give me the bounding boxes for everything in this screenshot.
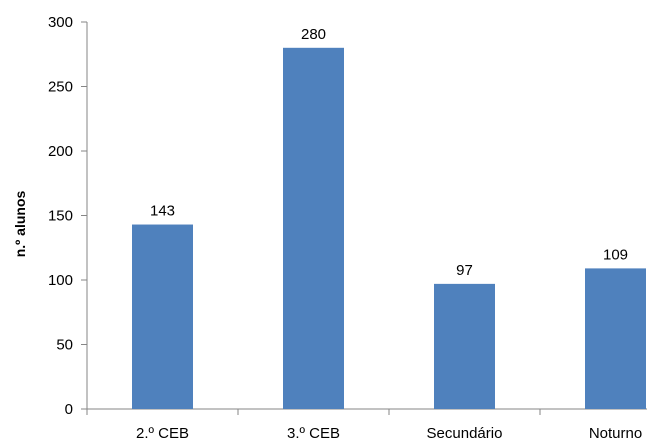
- y-tick-label: 300: [48, 14, 73, 31]
- x-tick-label: Noturno: [589, 425, 642, 442]
- bar-value-label: 109: [603, 246, 628, 263]
- x-tick-label: Secundário: [427, 425, 503, 442]
- data-labels-group: 143 280 97 109: [150, 26, 628, 279]
- bar: [434, 283, 495, 409]
- y-axis-title: n.º alunos: [12, 191, 28, 258]
- y-tick-label: 200: [48, 143, 73, 160]
- bars-group: [132, 47, 646, 410]
- y-tick-label: 0: [65, 401, 73, 418]
- bar-value-label: 143: [150, 203, 175, 220]
- x-tick-label: 3.º CEB: [287, 425, 340, 442]
- y-tick-label: 150: [48, 208, 73, 225]
- x-axis: 2.º CEB 3.º CEB Secundário Noturno: [86, 408, 647, 442]
- bar: [585, 268, 646, 409]
- x-tick-label: 2.º CEB: [136, 425, 189, 442]
- y-axis: 0 50 100 150 200 250 300: [48, 14, 88, 418]
- bar-value-label: 97: [456, 262, 473, 279]
- bar: [283, 47, 344, 410]
- y-tick-label: 250: [48, 79, 73, 96]
- bar: [132, 224, 193, 409]
- bar-value-label: 280: [301, 26, 326, 43]
- y-tick-label: 50: [56, 337, 73, 354]
- y-tick-label: 100: [48, 272, 73, 289]
